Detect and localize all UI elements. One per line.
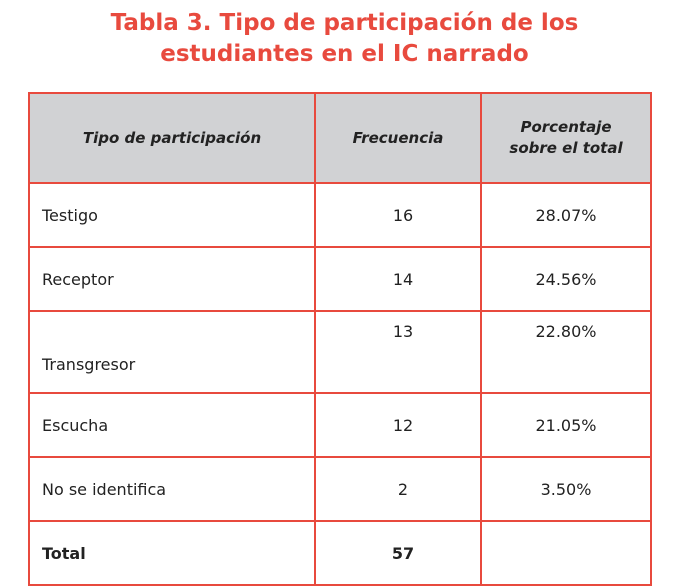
row-percentage: 3.50%	[480, 456, 652, 522]
table-row: No se identifica 2 3.50%	[28, 456, 652, 522]
row-percentage: 28.07%	[480, 182, 652, 248]
table-total-row: Total 57	[28, 520, 652, 586]
header-porcentaje: Porcentaje sobre el total	[480, 92, 652, 184]
row-percentage: 21.05%	[480, 392, 652, 458]
header-tipo-de-participacion: Tipo de participación	[28, 92, 316, 184]
row-percentage: 24.56%	[480, 246, 652, 312]
table-row: Transgresor 13 22.80%	[28, 310, 652, 394]
row-frequency: 13	[314, 310, 482, 394]
row-frequency: 12	[314, 392, 482, 458]
row-category: No se identifica	[28, 456, 316, 522]
table-title: Tabla 3. Tipo de participación de los es…	[0, 8, 689, 70]
table-row: Receptor 14 24.56%	[28, 246, 652, 312]
header-porcentaje-label: Porcentaje sobre el total	[509, 118, 623, 157]
total-frequency: 57	[314, 520, 482, 586]
row-category: Testigo	[28, 182, 316, 248]
row-percentage: 22.80%	[480, 310, 652, 394]
row-category: Receptor	[28, 246, 316, 312]
row-frequency: 14	[314, 246, 482, 312]
total-label: Total	[28, 520, 316, 586]
row-frequency: 16	[314, 182, 482, 248]
table-row: Testigo 16 28.07%	[28, 182, 652, 248]
table-row: Escucha 12 21.05%	[28, 392, 652, 458]
table-title-line-2: estudiantes en el IC narrado	[160, 41, 529, 67]
header-frecuencia: Frecuencia	[314, 92, 482, 184]
row-category: Transgresor	[28, 310, 316, 394]
row-category: Escucha	[28, 392, 316, 458]
row-frequency: 2	[314, 456, 482, 522]
table-header-row: Tipo de participación Frecuencia Porcent…	[28, 92, 652, 184]
participation-table: Tipo de participación Frecuencia Porcent…	[28, 92, 652, 586]
table-title-line-1: Tabla 3. Tipo de participación de los	[110, 10, 579, 36]
total-percentage	[480, 520, 652, 586]
